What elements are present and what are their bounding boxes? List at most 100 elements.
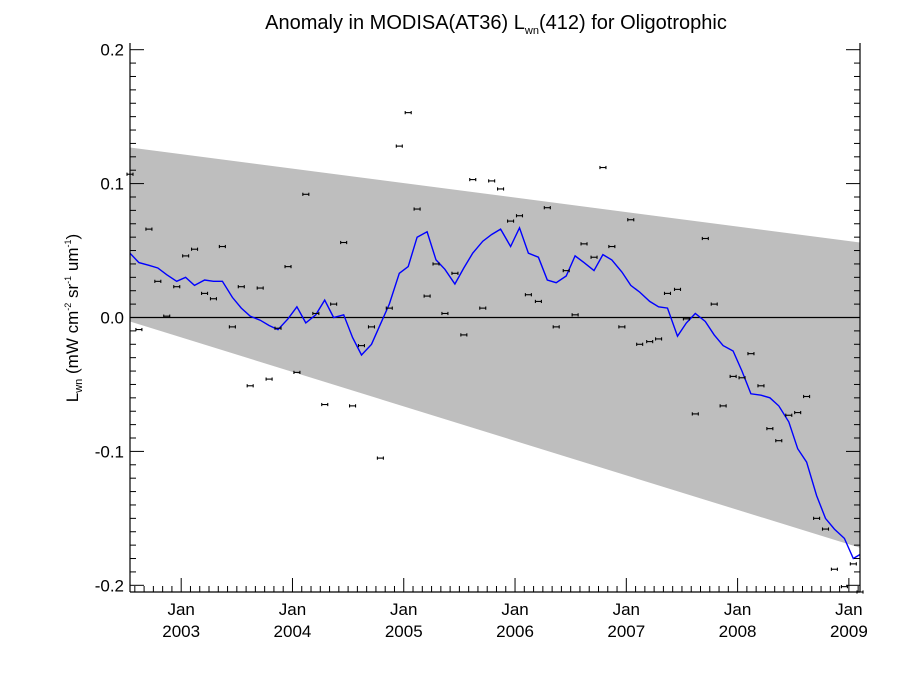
data-point — [293, 370, 301, 374]
data-point — [552, 325, 560, 329]
data-point — [655, 337, 663, 341]
data-point — [154, 279, 162, 283]
data-point — [330, 302, 338, 306]
data-point — [682, 317, 690, 321]
data-point — [766, 427, 774, 431]
data-point — [237, 285, 245, 289]
data-point — [349, 404, 357, 408]
data-point — [599, 165, 607, 170]
y-tick-label: -0.2 — [95, 576, 124, 595]
data-point — [228, 325, 236, 329]
data-point — [460, 333, 468, 337]
title-rest: (412) for Oligotrophic — [539, 12, 727, 34]
y-tick-label: 0.0 — [100, 309, 124, 328]
x-tick-month: Jan — [501, 600, 528, 619]
smoothed-anomaly-line — [129, 225, 861, 560]
y-tick-label: 0.2 — [100, 41, 124, 60]
x-tick-year: 2005 — [385, 622, 423, 641]
data-point — [385, 306, 393, 310]
data-point — [201, 291, 209, 295]
ylabel-part-5: -1 — [63, 276, 73, 284]
data-point — [775, 439, 783, 443]
x-tick-month: Jan — [613, 600, 640, 619]
data-point — [673, 287, 682, 291]
data-point — [794, 410, 802, 415]
data-point — [747, 352, 755, 356]
ylabel-part-8: ) — [63, 234, 82, 240]
data-point — [284, 265, 292, 269]
x-tick-month: Jan — [167, 600, 194, 619]
data-point — [340, 240, 348, 245]
data-point — [182, 254, 190, 258]
data-point — [376, 456, 384, 460]
data-point — [135, 327, 143, 332]
x-tick-month: Jan — [390, 600, 417, 619]
title-subscript: wn — [524, 25, 539, 37]
data-point — [488, 179, 496, 183]
ylabel-part-1: wn — [73, 379, 85, 394]
data-point — [757, 384, 765, 388]
data-point — [627, 218, 635, 222]
data-point — [719, 404, 727, 408]
ylabel-part-7: -1 — [63, 239, 73, 247]
data-point — [469, 177, 477, 182]
data-point — [367, 325, 376, 329]
data-point — [571, 313, 579, 317]
ylabel-part-4: sr — [63, 283, 82, 302]
data-point — [590, 255, 598, 259]
data-point — [413, 207, 421, 211]
data-point — [321, 402, 329, 407]
data-point — [190, 247, 199, 251]
data-point — [265, 377, 273, 381]
data-point — [663, 291, 672, 295]
ylabel-part-3: -2 — [63, 303, 73, 311]
x-tick-year: 2003 — [162, 622, 200, 641]
data-point — [534, 299, 542, 304]
data-point — [479, 306, 487, 310]
data-point — [729, 374, 737, 379]
data-point — [497, 187, 505, 191]
data-point — [830, 567, 838, 571]
data-point — [738, 376, 746, 380]
data-point — [580, 242, 588, 246]
data-point — [145, 227, 153, 231]
data-point — [209, 297, 218, 301]
data-point — [646, 340, 654, 344]
data-point — [395, 144, 403, 148]
data-point — [608, 244, 616, 249]
data-point — [785, 413, 793, 417]
y-tick-label: -0.1 — [95, 442, 124, 461]
data-point — [218, 244, 226, 249]
ylabel-part-0: L — [63, 393, 82, 402]
y-axis-label: Lwn (mW cm-2 sr-1 um-1) — [63, 234, 85, 402]
data-point — [302, 192, 310, 196]
x-tick-year: 2008 — [719, 622, 757, 641]
x-tick-year: 2004 — [274, 622, 312, 641]
data-point — [515, 214, 524, 218]
data-point — [246, 384, 254, 388]
data-point — [813, 516, 821, 520]
data-point — [274, 326, 282, 330]
data-point — [701, 236, 709, 241]
chart-title: Anomaly in MODISA(AT36) Lwn(412) for Oli… — [265, 12, 727, 37]
data-point — [636, 342, 644, 346]
data-point — [312, 311, 320, 316]
x-tick-year: 2007 — [607, 622, 645, 641]
data-point — [691, 412, 699, 416]
data-point — [849, 562, 857, 566]
data-point — [543, 206, 551, 210]
data-point — [173, 285, 181, 289]
confidence-band — [130, 147, 860, 548]
data-point — [507, 219, 515, 223]
x-tick-year: 2009 — [830, 622, 868, 641]
data-point — [423, 294, 431, 298]
data-point — [562, 269, 570, 273]
y-tick-label: 0.1 — [100, 175, 124, 194]
data-point — [357, 344, 366, 348]
x-tick-month: Jan — [724, 600, 751, 619]
data-point — [256, 286, 264, 290]
data-point — [432, 262, 440, 266]
x-tick-month: Jan — [279, 600, 306, 619]
data-point — [618, 325, 626, 329]
